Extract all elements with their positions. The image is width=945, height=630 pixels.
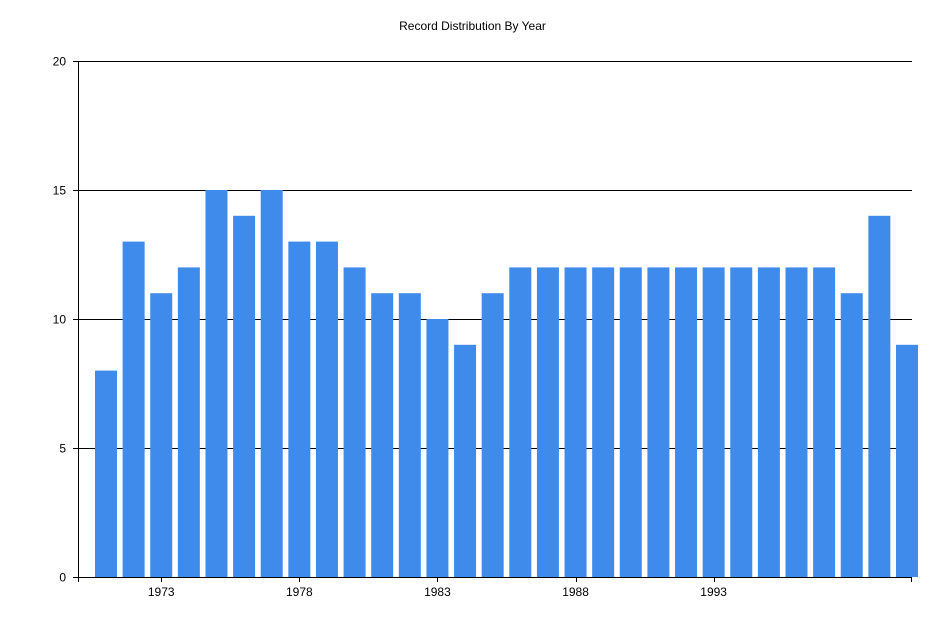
bar: [150, 293, 173, 577]
x-tick-label: 1983: [424, 585, 451, 599]
bar: [371, 293, 394, 577]
bar: [481, 293, 504, 577]
bar: [509, 267, 532, 577]
bar: [675, 267, 698, 577]
bar: [177, 267, 200, 577]
bar: [592, 267, 615, 577]
bar: [895, 344, 918, 577]
y-tick-label: 20: [53, 55, 67, 69]
y-tick-label: 10: [53, 313, 67, 327]
x-tick-label: 1978: [286, 585, 313, 599]
bar: [868, 215, 891, 578]
bar: [757, 267, 780, 577]
bar: [122, 241, 145, 577]
bar: [536, 267, 559, 577]
bar: [205, 190, 228, 577]
bar: [840, 293, 863, 577]
bar: [647, 267, 670, 577]
x-tick-label: 1993: [700, 585, 727, 599]
bar: [730, 267, 753, 577]
bar: [288, 241, 311, 577]
chart-title: Record Distribution By Year: [399, 19, 546, 33]
x-tick-label: 1973: [148, 585, 175, 599]
bar: [619, 267, 642, 577]
bar: [260, 190, 283, 577]
bar: [95, 370, 117, 577]
bar: [785, 267, 808, 577]
bar: [564, 267, 587, 577]
bar: [426, 319, 449, 577]
bar: [343, 267, 366, 577]
x-tick-label: 1988: [562, 585, 589, 599]
bar: [233, 215, 256, 578]
y-tick-label: 0: [59, 571, 66, 585]
y-tick-label: 5: [59, 442, 66, 456]
bar: [454, 344, 477, 577]
bar: [398, 293, 421, 577]
bar: [315, 241, 338, 577]
y-tick-label: 15: [53, 184, 67, 198]
bar: [813, 267, 836, 577]
bar: [702, 267, 725, 577]
